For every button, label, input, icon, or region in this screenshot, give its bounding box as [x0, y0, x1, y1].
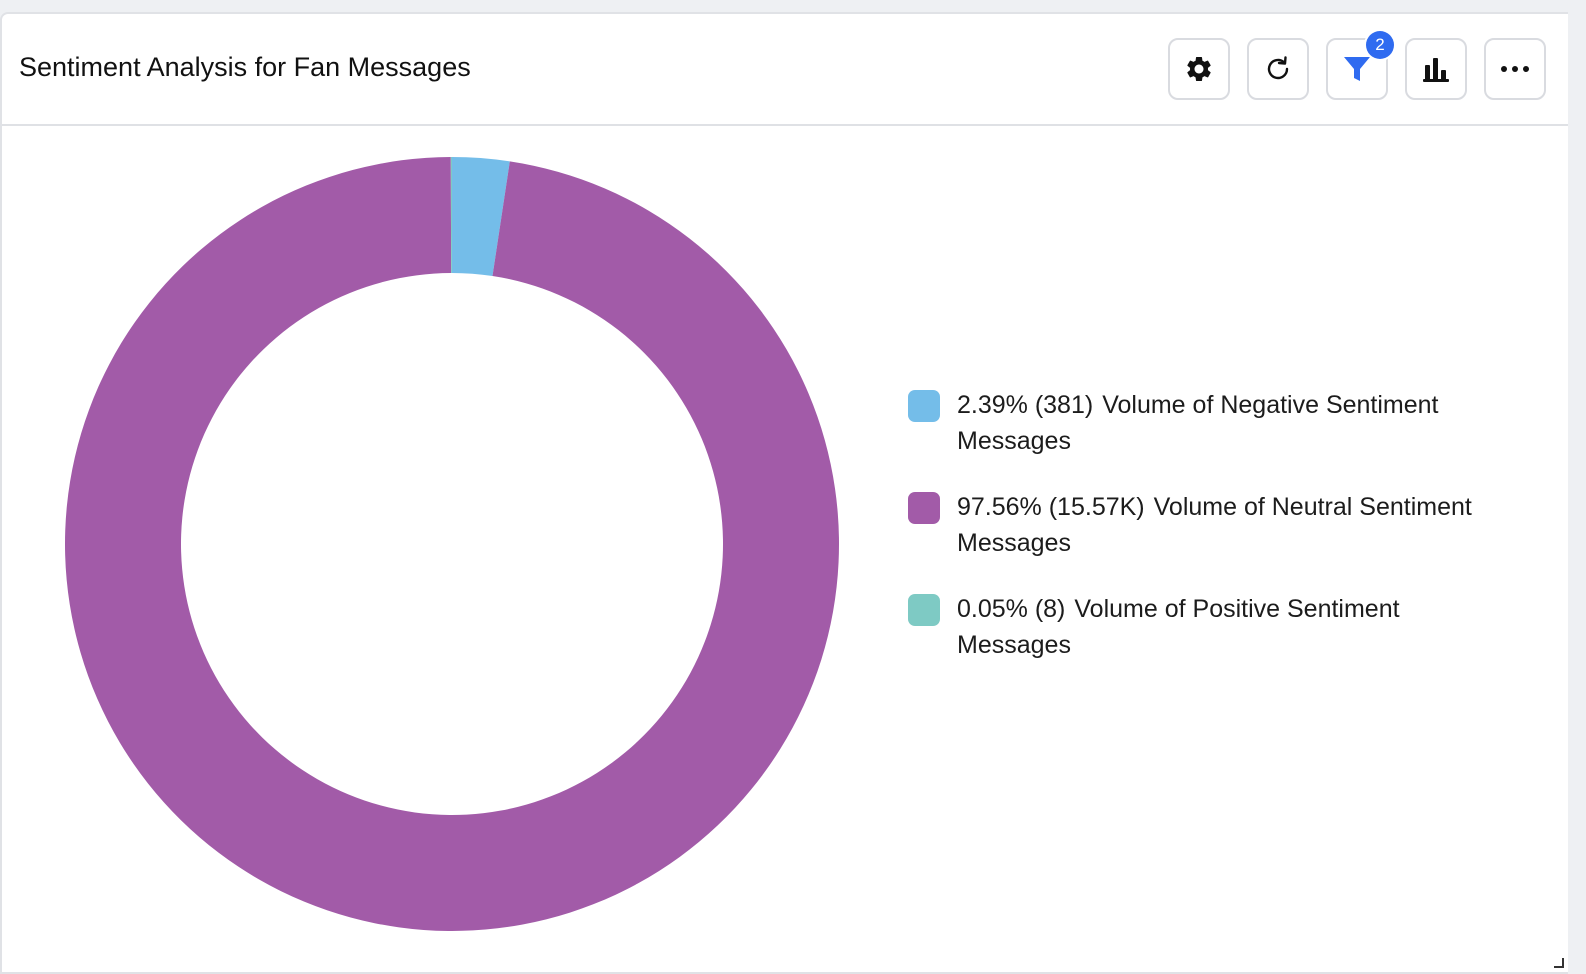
legend-swatch — [908, 594, 940, 626]
legend-text: 97.56% (15.57K) Volume of Neutral Sentime… — [957, 489, 1488, 561]
donut-chart — [64, 157, 840, 932]
legend-item-positive[interactable]: 0.05% (8) Volume of Positive Sentiment Me… — [908, 594, 1488, 663]
sentiment-widget: Sentiment Analysis for Fan Messages — [0, 12, 1568, 974]
widget-title: Sentiment Analysis for Fan Messages — [19, 52, 471, 82]
refresh-button[interactable] — [1247, 38, 1309, 100]
donut-slice-negative[interactable] — [452, 157, 510, 277]
legend-item-neutral[interactable]: 97.56% (15.57K) Volume of Neutral Sentime… — [908, 492, 1488, 561]
settings-button[interactable] — [1168, 38, 1230, 100]
legend-label: Volume of Negative Sentiment Messages — [957, 391, 1439, 455]
donut-slice-neutral[interactable] — [64, 157, 840, 932]
more-options-button[interactable] — [1484, 38, 1546, 100]
filter-count-badge: 2 — [1366, 31, 1394, 59]
legend-text: 0.05% (8) Volume of Positive Sentiment Me… — [957, 591, 1488, 663]
legend-value: 97.56% (15.57K) — [957, 493, 1145, 521]
chart-area: 2.39% (381) Volume of Negative Sentiment … — [2, 126, 1568, 974]
refresh-icon — [1262, 53, 1294, 85]
bar-chart-icon — [1421, 54, 1451, 84]
chart-type-button[interactable] — [1405, 38, 1467, 100]
legend-item-negative[interactable]: 2.39% (381) Volume of Negative Sentiment … — [908, 390, 1488, 459]
legend-text: 2.39% (381) Volume of Negative Sentiment … — [957, 387, 1488, 459]
legend-value: 2.39% (381) — [957, 391, 1094, 419]
more-icon — [1499, 64, 1531, 74]
legend-value: 0.05% (8) — [957, 595, 1066, 623]
gear-icon — [1184, 54, 1214, 84]
legend-label: Volume of Positive Sentiment Messages — [957, 595, 1400, 659]
donut-slice-positive[interactable] — [450, 157, 452, 274]
legend-label: Volume of Neutral Sentiment Messages — [957, 493, 1472, 557]
widget-toolbar: 2 — [1168, 31, 1546, 100]
widget-header: Sentiment Analysis for Fan Messages — [2, 14, 1568, 126]
legend-swatch — [908, 492, 940, 524]
filter-button[interactable]: 2 — [1326, 31, 1394, 100]
chart-legend: 2.39% (381) Volume of Negative Sentiment … — [908, 390, 1488, 696]
legend-swatch — [908, 390, 940, 422]
resize-handle[interactable] — [1554, 958, 1564, 968]
filter-icon — [1342, 54, 1372, 84]
